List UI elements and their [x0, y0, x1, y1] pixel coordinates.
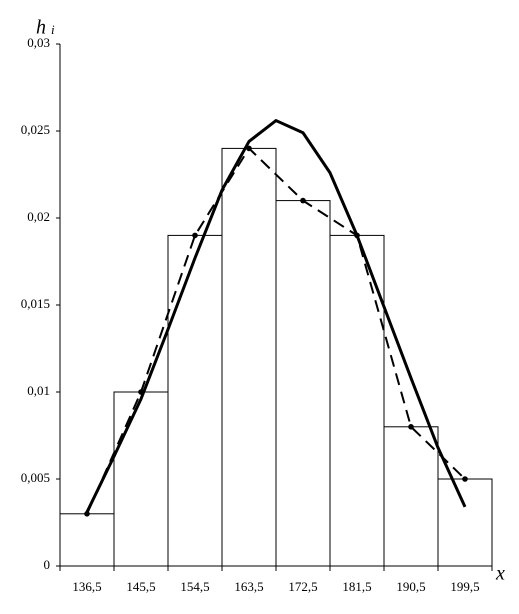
y-tick-label: 0,025	[21, 122, 50, 137]
polygon-point	[462, 476, 468, 482]
x-tick-label: 181,5	[342, 579, 371, 594]
polygon-point	[300, 197, 306, 204]
y-tick-label: 0,02	[27, 209, 50, 224]
normal-curve	[85, 119, 467, 513]
bar	[113, 391, 169, 567]
x-tick-label: 154,5	[180, 579, 209, 594]
polygon-point	[192, 232, 198, 239]
x-tick-label: 145,5	[126, 579, 155, 594]
x-tick-label: 190,5	[396, 579, 425, 594]
polygon-point	[408, 424, 414, 430]
bar	[329, 234, 385, 567]
y-axis-label: h	[36, 17, 46, 39]
y-tick-label: 0,01	[27, 383, 50, 398]
bar	[383, 426, 439, 567]
y-tick-label: 0,015	[21, 296, 50, 311]
y-axis-label-subscript: i	[51, 22, 55, 37]
x-axis-label: x	[495, 563, 505, 585]
y-tick-label: 0	[44, 557, 51, 572]
bar	[437, 478, 493, 567]
x-tick-label: 199,5	[450, 579, 479, 594]
x-tick-label: 136,5	[72, 579, 101, 594]
y-tick-label: 0,03	[27, 35, 50, 50]
bar	[275, 200, 331, 567]
x-tick-label: 172,5	[288, 579, 317, 594]
x-tick-label: 163,5	[234, 579, 263, 594]
bar	[167, 234, 223, 567]
bar	[59, 513, 115, 567]
frequency-polygon	[86, 147, 466, 515]
y-tick-label: 0,005	[21, 470, 50, 485]
bar	[221, 147, 277, 567]
